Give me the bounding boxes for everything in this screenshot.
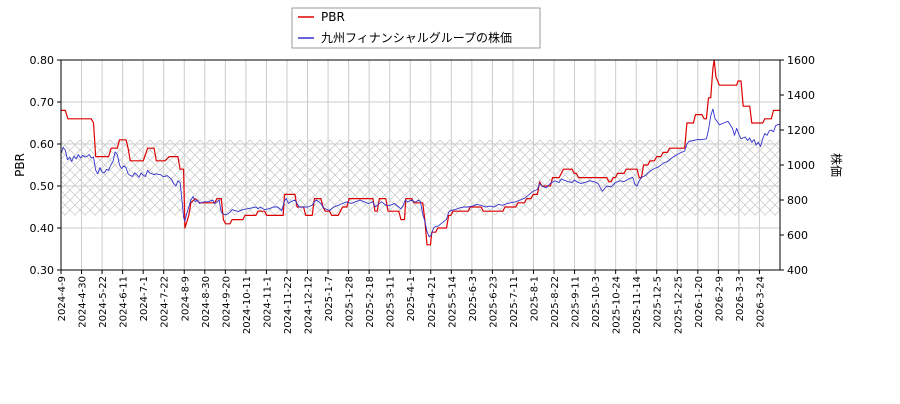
x-tick-label: 2025-3-11 [386, 276, 397, 328]
x-tick-label: 2024-5-22 [98, 276, 109, 328]
x-tick-label: 2025-5-14 [447, 276, 458, 328]
x-tick-label: 2024-4-9 [57, 276, 68, 321]
x-tick-label: 2025-9-11 [571, 276, 582, 328]
x-tick-label: 2024-12-12 [304, 276, 315, 334]
y-right-axis-title: 株価 [829, 153, 844, 177]
y-right-tick-label: 1000 [787, 159, 815, 172]
x-tick-label: 2024-9-20 [221, 276, 232, 328]
y-right-tick-label: 1200 [787, 124, 815, 137]
y-left-tick-label: 0.30 [30, 264, 55, 277]
y-right-tick-label: 1400 [787, 89, 815, 102]
x-tick-label: 2024-11-1 [262, 276, 273, 328]
x-tick-label: 2025-1-7 [324, 276, 335, 321]
y-right-tick-label: 400 [787, 264, 808, 277]
y-right-tick-label: 600 [787, 229, 808, 242]
x-tick-label: 2025-10-3 [591, 276, 602, 328]
x-tick-label: 2025-2-18 [365, 276, 376, 328]
x-tick-label: 2025-7-11 [509, 276, 520, 328]
y-right-tick-label: 1600 [787, 54, 815, 67]
y-left-tick-label: 0.70 [30, 96, 55, 109]
y-left-tick-label: 0.80 [30, 54, 55, 67]
x-tick-label: 2026-3-24 [755, 276, 766, 328]
x-tick-label: 2025-6-3 [468, 276, 479, 321]
x-tick-label: 2025-8-22 [550, 276, 561, 328]
x-tick-label: 2026-3-3 [735, 276, 746, 321]
x-tick-label: 2025-10-24 [612, 276, 623, 334]
x-tick-label: 2025-4-21 [427, 276, 438, 328]
x-tick-label: 2025-6-23 [488, 276, 499, 328]
x-tick-label: 2025-8-1 [529, 276, 540, 321]
x-tick-label: 2026-1-20 [694, 276, 705, 328]
x-tick-label: 2026-2-9 [714, 276, 725, 321]
y-left-axis-title: PBR [13, 153, 27, 177]
x-tick-label: 2024-6-11 [119, 276, 130, 328]
x-tick-label: 2024-7-22 [160, 276, 171, 328]
y-left-tick-label: 0.50 [30, 180, 55, 193]
legend-label-price: 九州フィナンシャルグループの株価 [321, 30, 512, 45]
x-tick-label: 2024-8-9 [180, 276, 191, 321]
legend-box [291, 7, 541, 49]
legend: PBR 九州フィナンシャルグループの株価 [291, 7, 541, 49]
x-tick-label: 2024-10-11 [242, 276, 253, 334]
y-left-tick-label: 0.40 [30, 222, 55, 235]
series-layer [60, 59, 781, 246]
y-left-tick-label: 0.60 [30, 138, 55, 151]
legend-label-pbr: PBR [321, 10, 345, 24]
x-tick-label: 2025-1-28 [345, 276, 356, 328]
x-tick-label: 2024-4-30 [78, 276, 89, 328]
y-right-tick-label: 800 [787, 194, 808, 207]
x-tick-label: 2025-12-5 [653, 276, 664, 328]
x-tick-label: 2024-7-1 [139, 276, 150, 321]
x-tick-label: 2025-11-14 [632, 276, 643, 334]
x-tick-label: 2025-4-1 [406, 276, 417, 321]
series-line-price [60, 108, 781, 238]
x-tick-label: 2025-12-25 [673, 276, 684, 334]
axes-layer: 0.30 0.40 0.50 0.60 0.70 0.80 400 600 800 1000 120… [30, 54, 816, 334]
x-tick-label: 2024-8-30 [201, 276, 212, 328]
x-tick-label: 2024-11-22 [283, 276, 294, 334]
